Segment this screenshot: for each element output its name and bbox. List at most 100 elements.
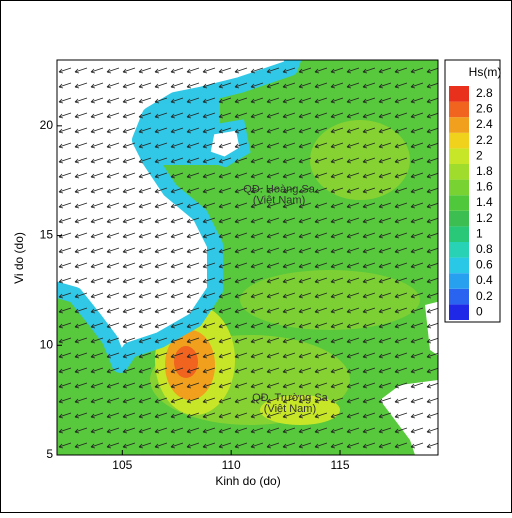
arrow (202, 67, 216, 74)
arrow (138, 247, 152, 254)
colorbar-tick-label: 0 (476, 304, 483, 318)
arrow (250, 307, 264, 314)
arrow (234, 337, 248, 344)
arrow (58, 412, 72, 419)
arrow (266, 277, 280, 284)
arrow (426, 142, 438, 149)
arrow (170, 427, 184, 434)
arrow (298, 397, 312, 404)
arrow (346, 442, 360, 449)
arrow (250, 142, 264, 149)
arrow (122, 397, 136, 404)
arrow (122, 112, 136, 119)
colorbar-cell (449, 288, 469, 305)
arrow (282, 247, 296, 254)
arrow (90, 82, 104, 89)
arrow (410, 157, 424, 164)
arrow (266, 247, 280, 254)
arrow (122, 412, 136, 419)
arrow (186, 412, 200, 419)
arrow (106, 142, 120, 149)
arrow (330, 217, 344, 224)
arrow (90, 202, 104, 209)
arrow (298, 367, 312, 374)
arrow (362, 337, 376, 344)
arrow (90, 292, 104, 299)
arrow (298, 97, 312, 104)
arrow (186, 262, 200, 269)
arrow (138, 262, 152, 269)
arrow (330, 112, 344, 119)
arrow (298, 337, 312, 344)
arrow (202, 307, 216, 314)
arrow (298, 412, 312, 419)
arrow (394, 97, 408, 104)
arrow (346, 382, 360, 389)
arrow (314, 142, 328, 149)
arrow (170, 292, 184, 299)
arrow (74, 292, 88, 299)
arrow (426, 157, 438, 164)
arrow (266, 97, 280, 104)
arrow (250, 82, 264, 89)
arrow (314, 247, 328, 254)
arrow (282, 232, 296, 239)
y-tick-label: 15 (40, 228, 54, 242)
arrow (362, 382, 376, 389)
arrow (154, 397, 168, 404)
arrow (170, 187, 184, 194)
arrow (122, 352, 136, 359)
arrow (346, 97, 360, 104)
arrow (314, 442, 328, 449)
arrow (314, 427, 328, 434)
arrow (362, 202, 376, 209)
arrow (330, 187, 344, 194)
arrow (426, 427, 438, 434)
land (57, 60, 302, 373)
arrow (282, 442, 296, 449)
arrow (90, 412, 104, 419)
colorbar-tick-label: 1.4 (476, 195, 493, 209)
arrow (394, 412, 408, 419)
arrow (58, 187, 72, 194)
arrow (314, 232, 328, 239)
arrow (58, 367, 72, 374)
arrow (106, 262, 120, 269)
arrow (106, 442, 120, 449)
arrow (266, 367, 280, 374)
arrow (122, 82, 136, 89)
arrow (138, 217, 152, 224)
colorbar-tick-label: 1.6 (476, 180, 493, 194)
arrow (314, 337, 328, 344)
arrow (122, 202, 136, 209)
arrow (378, 352, 392, 359)
arrow (234, 142, 248, 149)
arrow (90, 172, 104, 179)
arrow (362, 127, 376, 134)
arrow (74, 157, 88, 164)
x-axis-label: Kinh do (do) (215, 474, 280, 488)
colorbar-cell (449, 179, 469, 196)
arrow (378, 397, 392, 404)
arrow (74, 427, 88, 434)
arrow (282, 307, 296, 314)
arrow (90, 442, 104, 449)
arrow (170, 412, 184, 419)
arrow (410, 127, 424, 134)
arrow (58, 127, 72, 134)
arrow (282, 427, 296, 434)
arrow (234, 322, 248, 329)
arrow (106, 277, 120, 284)
arrow (234, 112, 248, 119)
arrow (202, 142, 216, 149)
arrow (410, 412, 424, 419)
arrow (186, 82, 200, 89)
colorbar-cell (449, 117, 469, 133)
colorbar-tick-label: 1.8 (476, 164, 493, 178)
arrow (106, 67, 120, 74)
arrow (170, 442, 184, 449)
arrow (106, 97, 120, 104)
arrow (346, 187, 360, 194)
arrow (362, 367, 376, 374)
arrow (346, 217, 360, 224)
